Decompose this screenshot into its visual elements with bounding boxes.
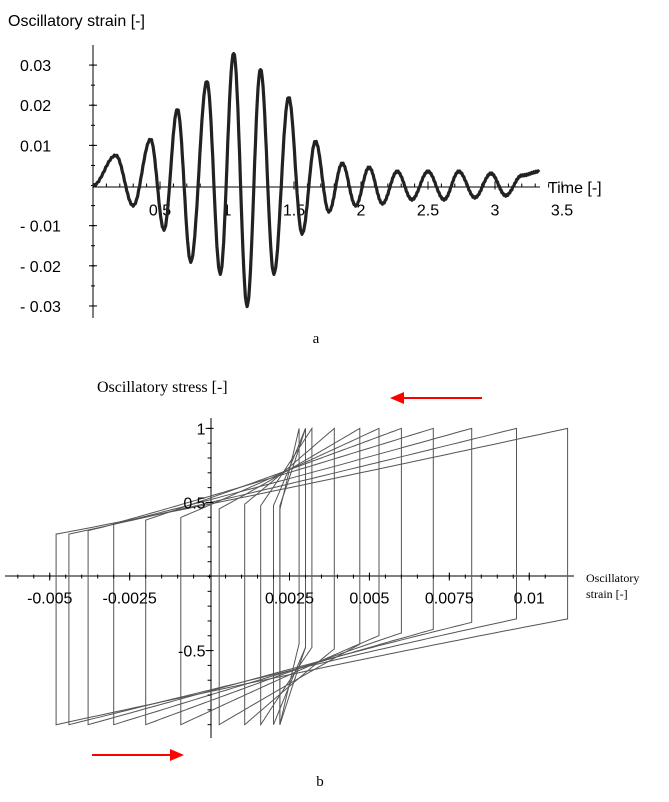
chart-b-loop bbox=[279, 428, 306, 725]
chart-b-loop bbox=[68, 427, 517, 726]
chart-b-xtick-label: 0.0025 bbox=[265, 591, 314, 608]
chart-b-ytick-label: 1 bbox=[197, 421, 206, 438]
chart-b-arrow-right bbox=[92, 749, 184, 761]
chart-a-ytick-label: 0.03 bbox=[20, 58, 51, 75]
chart-b-xtick-label: 0.01 bbox=[514, 591, 545, 608]
chart-b-loop bbox=[87, 427, 473, 726]
chart-a-xtick-label: 3.5 bbox=[551, 203, 573, 220]
chart-a-series-line bbox=[91, 52, 541, 309]
chart-b-ylabel: Oscillatory stress [-] bbox=[97, 379, 228, 396]
chart-a-ytick-label: 0.01 bbox=[20, 138, 51, 155]
chart-b-loop bbox=[113, 427, 434, 726]
chart-b-xtick-label: -0.005 bbox=[27, 591, 72, 608]
chart-a-y-ticks: 0.03 0.02 0.01 - 0.01 - 0.02 - 0.03 bbox=[20, 58, 97, 316]
chart-b-xtick-label: 0.0075 bbox=[425, 591, 474, 608]
chart-a-xlabel: Time [-] bbox=[548, 180, 602, 197]
chart-b-loop bbox=[218, 427, 361, 726]
chart-b-loop bbox=[55, 427, 569, 726]
chart-b-caption: b bbox=[316, 774, 324, 790]
chart-b-loop bbox=[145, 427, 402, 726]
chart-b-ytick-label: -0.5 bbox=[178, 644, 206, 661]
chart-a-xtick-label: 2.5 bbox=[417, 203, 439, 220]
chart-a-xtick-label: 1 bbox=[223, 203, 232, 220]
chart-b-xtick-label: -0.0025 bbox=[103, 591, 157, 608]
chart-b-arrow-left bbox=[390, 392, 482, 404]
chart-a-ytick-label: 0.02 bbox=[20, 98, 51, 115]
chart-b-xlabel-line2: strain [-] bbox=[586, 587, 628, 601]
chart-a-ytick-label: - 0.01 bbox=[20, 219, 61, 236]
chart-b-loop bbox=[180, 427, 380, 726]
chart-b-hysteresis-loops bbox=[55, 426, 569, 727]
chart-a-xtick-label: 2 bbox=[357, 203, 366, 220]
chart-b-loop bbox=[260, 426, 313, 727]
chart-a: Oscillatory strain [-] 0.03 0.02 0.01 - 0.0… bbox=[8, 13, 602, 347]
chart-a-ylabel: Oscillatory strain [-] bbox=[8, 13, 145, 30]
chart-a-caption: a bbox=[313, 331, 320, 347]
chart-b-x-ticks: -0.005 -0.0025 0.0025 0.005 0.0075 0.01 bbox=[17, 572, 546, 608]
chart-b: Oscillatory stress [-] 10.5-0.5 -0.005 -0… bbox=[5, 379, 639, 790]
chart-a-xtick-label: 1.5 bbox=[283, 203, 305, 220]
chart-b-y-ticks: 1 0.5 -0.5 bbox=[178, 421, 214, 726]
chart-a-xtick-label: 3 bbox=[491, 203, 500, 220]
chart-b-xlabel-line1: Oscillatory bbox=[586, 571, 639, 585]
chart-b-ytick-label: 0.5 bbox=[183, 495, 205, 512]
chart-b-loop bbox=[279, 428, 300, 725]
chart-b-xtick-label: 0.005 bbox=[349, 591, 389, 608]
chart-a-ytick-label: - 0.02 bbox=[20, 259, 61, 276]
chart-a-x-ticks: 0.5 1 1.5 2 2.5 3 3.5 bbox=[105, 181, 573, 220]
chart-a-ytick-label: - 0.03 bbox=[20, 299, 61, 316]
chart-b-loop bbox=[244, 427, 335, 726]
